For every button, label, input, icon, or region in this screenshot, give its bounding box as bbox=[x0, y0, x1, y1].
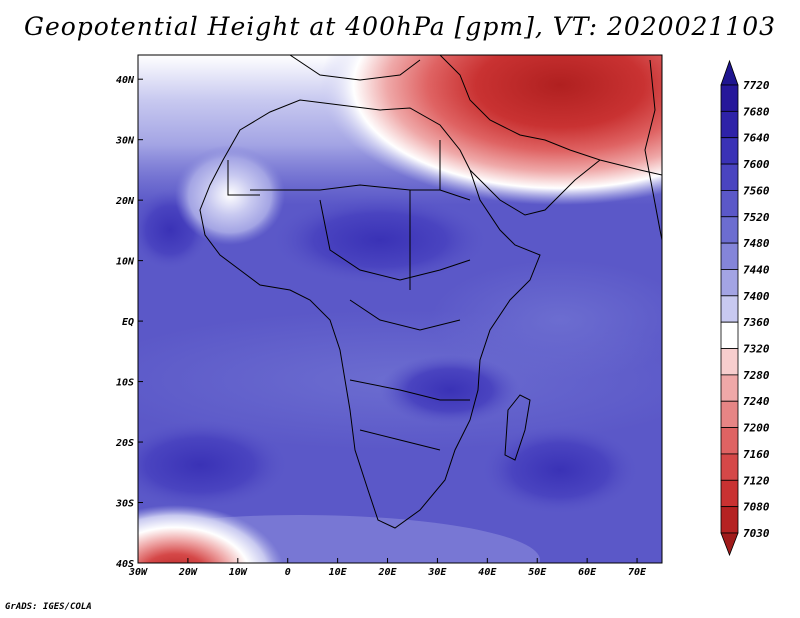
colorbar-segment bbox=[720, 216, 739, 244]
lat-label: 30N bbox=[115, 136, 135, 147]
colorbar-bottom-arrow bbox=[720, 532, 739, 557]
lat-label: EQ bbox=[122, 317, 134, 328]
lon-label: 70E bbox=[628, 567, 647, 578]
colorbar-label: 7720 bbox=[743, 79, 770, 92]
colorbar-segment bbox=[720, 453, 739, 481]
colorbar-segment bbox=[720, 269, 739, 297]
lon-label: 10W bbox=[229, 567, 248, 578]
colorbar-segment bbox=[720, 506, 739, 534]
colorbar-segment bbox=[720, 84, 739, 112]
colorbar-label: 7440 bbox=[743, 263, 770, 276]
colorbar-label: 7400 bbox=[743, 290, 770, 303]
coastlines bbox=[199, 55, 662, 529]
colorbar-segment bbox=[720, 163, 739, 191]
lat-label: 30S bbox=[115, 499, 134, 510]
lat-label: 20N bbox=[115, 196, 135, 207]
colorbar-label: 7280 bbox=[743, 369, 770, 382]
colorbar-label: 7560 bbox=[743, 184, 770, 197]
lon-label: 10E bbox=[329, 567, 348, 578]
lon-label: 60E bbox=[578, 567, 597, 578]
colorbar-label: 7600 bbox=[743, 158, 770, 171]
lat-label: 40S bbox=[116, 559, 134, 570]
colorbar-label: 7120 bbox=[743, 474, 770, 487]
lon-label: 0 bbox=[285, 567, 291, 578]
lat-label: 40N bbox=[116, 75, 135, 86]
colorbar-segment bbox=[720, 190, 739, 218]
lon-label: 30W bbox=[128, 567, 148, 578]
colorbar-segment bbox=[720, 137, 739, 165]
plot-frame bbox=[137, 54, 663, 564]
lon-label: 40E bbox=[478, 567, 497, 578]
colorbar-segment bbox=[720, 242, 739, 270]
colorbar-segment bbox=[720, 295, 739, 323]
colorbar-segment bbox=[720, 400, 739, 428]
colorbar-label: 7680 bbox=[743, 105, 770, 118]
lon-label: 20E bbox=[377, 567, 397, 578]
latitude-axis: 40N 30N 20N 10N EQ 10S 20S 30S 40S bbox=[115, 75, 143, 570]
height-field bbox=[138, 55, 662, 563]
colorbar-top-arrow bbox=[720, 59, 739, 86]
lon-label: 30E bbox=[427, 567, 447, 578]
colorbar-segment bbox=[720, 374, 739, 402]
colorbar-label: 7030 bbox=[743, 527, 770, 540]
colorbar-label: 7520 bbox=[743, 211, 770, 224]
colorbar-label: 7640 bbox=[743, 132, 770, 145]
colorbar-label: 7360 bbox=[743, 316, 770, 329]
colorbar-segment bbox=[720, 110, 739, 139]
colorbar-segment bbox=[720, 348, 739, 376]
longitude-axis: 30W 20W 10W 0 10E 20E 30E 40E 50E 60E 70E bbox=[128, 558, 647, 578]
colorbar-label: 7200 bbox=[743, 422, 770, 435]
colorbar-segment bbox=[720, 321, 739, 349]
footer-credit: GrADS: IGES/COLA bbox=[5, 602, 92, 612]
colorbar-label: 7240 bbox=[743, 395, 770, 408]
colorbar: 7720 7680 7640 7600 7560 7520 7480 7440 7400 7360… bbox=[720, 59, 770, 557]
colorbar-label: 7080 bbox=[743, 501, 770, 514]
lat-label: 20S bbox=[115, 438, 134, 449]
lon-label: 20W bbox=[178, 567, 198, 578]
colorbar-label: 7480 bbox=[743, 237, 770, 250]
lon-label: 50E bbox=[528, 567, 547, 578]
lat-label: 10N bbox=[116, 257, 135, 268]
colorbar-segment bbox=[720, 479, 739, 508]
lat-label: 10S bbox=[116, 378, 134, 389]
colorbar-segment bbox=[720, 427, 739, 455]
colorbar-label: 7320 bbox=[743, 343, 770, 356]
colorbar-label: 7160 bbox=[743, 448, 770, 461]
map-title: Geopotential Height at 400hPa [gpm], VT:… bbox=[23, 12, 777, 41]
